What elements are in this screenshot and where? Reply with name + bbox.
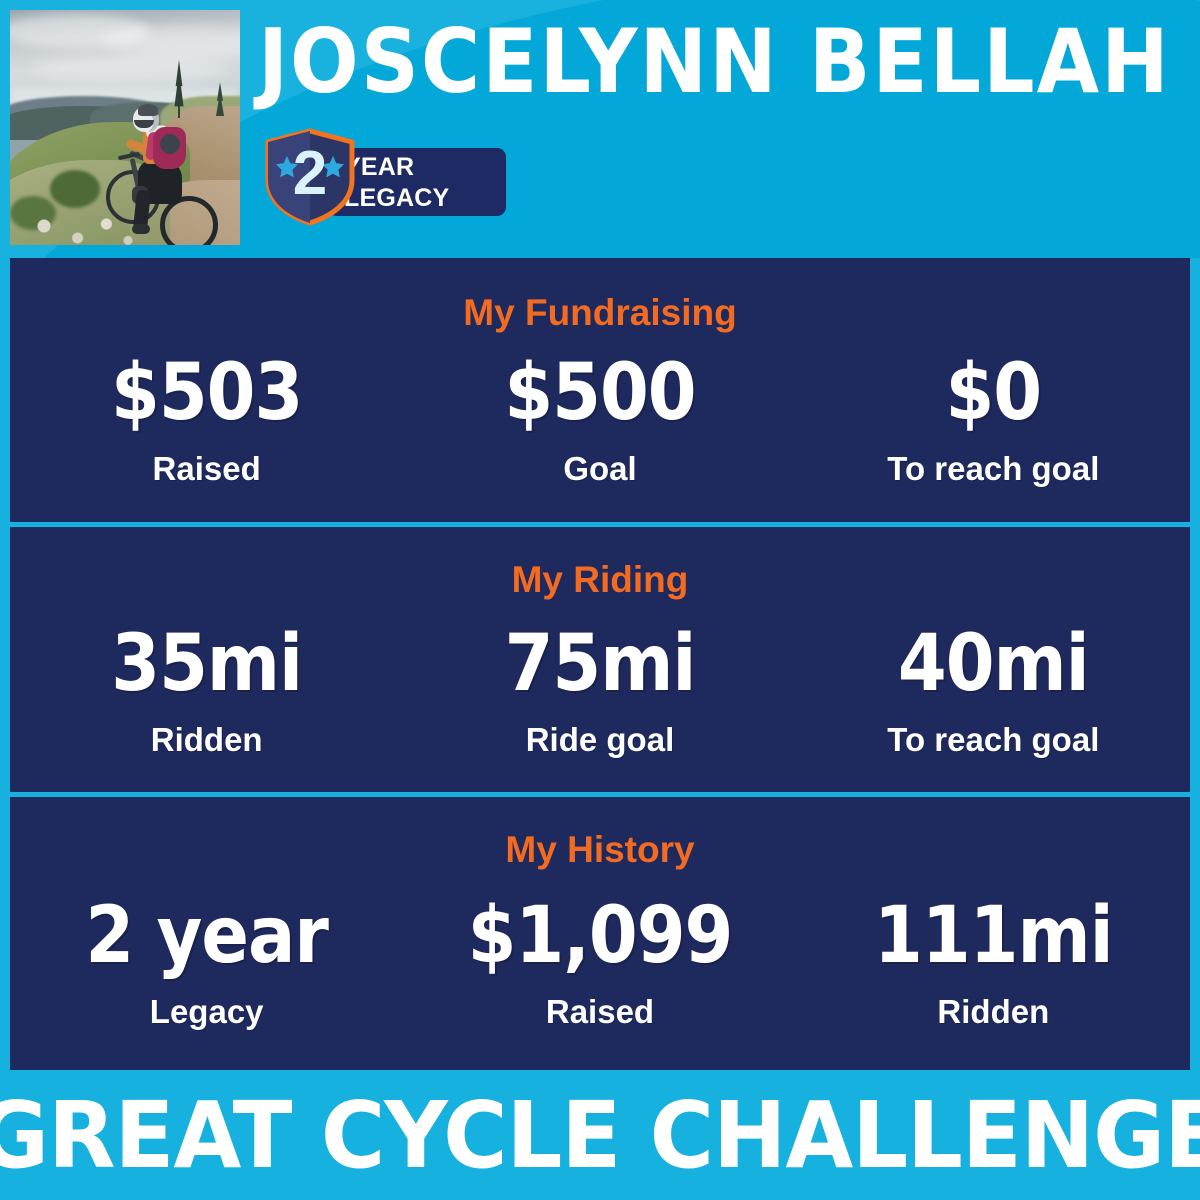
stat-ride-to-reach-goal: 40mi To reach goal xyxy=(797,621,1190,759)
stat-lifetime-ridden: 111mi Ridden xyxy=(797,893,1190,1031)
stat-label: Raised xyxy=(152,450,261,487)
stat-columns-riding: 35mi Ridden 75mi Ride goal 40mi To reach… xyxy=(10,621,1190,759)
stat-value: 111mi xyxy=(874,891,1114,981)
stat-value: 40mi xyxy=(897,619,1090,709)
stat-label: Ridden xyxy=(150,721,263,758)
stat-value: $503 xyxy=(111,348,303,438)
stat-legacy: 2 year Legacy xyxy=(10,893,403,1031)
stat-label: Raised xyxy=(545,993,655,1030)
stats-panel: My Fundraising $503 Raised $500 Goal $0 … xyxy=(0,258,1200,1070)
stat-label: Ride goal xyxy=(525,721,675,758)
stat-to-reach-goal: $0 To reach goal xyxy=(797,350,1190,488)
stat-goal: $500 Goal xyxy=(403,350,796,488)
section-title-history: My History xyxy=(505,829,695,870)
stat-label: To reach goal xyxy=(887,450,1100,487)
section-title-riding: My Riding xyxy=(511,559,689,600)
participant-photo xyxy=(10,10,240,245)
section-fundraising: My Fundraising $503 Raised $500 Goal $0 … xyxy=(10,258,1190,522)
section-title-fundraising: My Fundraising xyxy=(463,292,737,333)
stat-value: 75mi xyxy=(504,619,697,709)
stat-value: 2 year xyxy=(85,891,329,981)
participant-name: JOSCELYNN BELLAH xyxy=(258,10,1171,113)
stat-label: Legacy xyxy=(149,993,264,1030)
shield-icon xyxy=(262,128,358,226)
legacy-badge-number: 2 xyxy=(292,139,328,208)
stat-ride-goal: 75mi Ride goal xyxy=(403,621,796,759)
legacy-badge-line1: YEAR xyxy=(344,153,415,181)
legacy-badge-line2: LEGACY xyxy=(344,184,450,212)
stat-ridden: 35mi Ridden xyxy=(10,621,403,759)
stat-lifetime-raised: $1,099 Raised xyxy=(403,893,796,1031)
stat-columns-history: 2 year Legacy $1,099 Raised 111mi Ridden xyxy=(10,893,1190,1031)
section-history: My History 2 year Legacy $1,099 Raised 1… xyxy=(10,797,1190,1070)
footer-brand-bar: GREAT CYCLE CHALLENGE xyxy=(0,1070,1200,1200)
legacy-badge: YEAR LEGACY 2 xyxy=(262,128,512,226)
stat-value: $500 xyxy=(504,348,696,438)
stat-label: Goal xyxy=(563,450,637,487)
header-content: JOSCELYNN BELLAH YEAR LEGACY 2 xyxy=(0,0,1200,258)
legacy-badge-plate xyxy=(328,148,506,216)
stat-label: To reach goal xyxy=(887,721,1100,758)
stat-columns-fundraising: $503 Raised $500 Goal $0 To reach goal xyxy=(10,350,1190,488)
stat-value: 35mi xyxy=(111,619,303,709)
stat-value: $1,099 xyxy=(467,891,734,981)
stat-raised: $503 Raised xyxy=(10,350,403,488)
brand-wordmark: GREAT CYCLE CHALLENGE xyxy=(0,1082,1200,1189)
stat-label: Ridden xyxy=(937,993,1050,1030)
header-banner: JOSCELYNN BELLAH YEAR LEGACY 2 xyxy=(0,0,1200,258)
section-riding: My Riding 35mi Ridden 75mi Ride goal 40m… xyxy=(10,527,1190,792)
section-divider xyxy=(0,792,1200,797)
legacy-badge-text: YEAR LEGACY xyxy=(344,152,494,214)
stat-value: $0 xyxy=(945,348,1042,438)
section-divider xyxy=(0,522,1200,527)
